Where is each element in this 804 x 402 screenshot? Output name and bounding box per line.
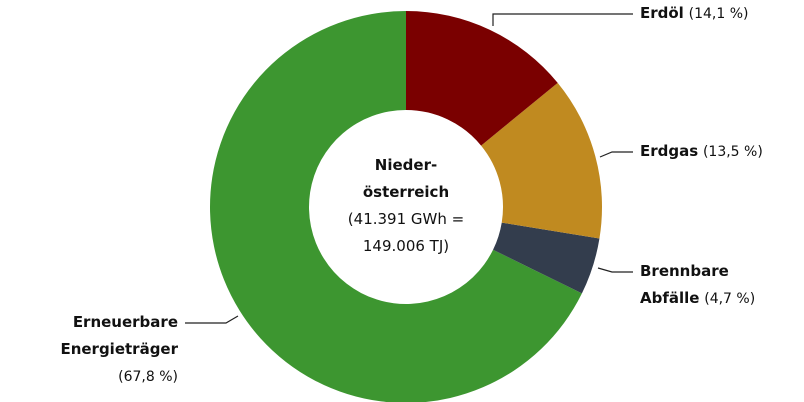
value-label: (14,1 %): [688, 6, 749, 22]
category-name: Brennbare Abfälle: [640, 262, 729, 307]
leader-line: [599, 151, 633, 158]
segment-label: Erdgas (13,5 %): [640, 138, 800, 166]
category-name: Erdgas: [640, 142, 699, 160]
donut-segment: [481, 82, 603, 239]
category-name: Erdöl: [640, 4, 684, 22]
center-title: Nieder-​österreich: [362, 156, 450, 201]
donut-segment: [406, 11, 558, 146]
value-label: (67,8 %): [118, 369, 178, 385]
segment-label: Erneuerbare Energieträger (67,8 %): [28, 309, 178, 391]
leader-line: [185, 315, 239, 324]
donut-segment: [210, 11, 582, 402]
value-label: (13,5 %): [702, 144, 763, 160]
center-label: Nieder-​österreich (41.391 GWh = 149.006…: [331, 152, 481, 260]
leader-line: [492, 13, 633, 26]
segment-label: Erdöl (14,1 %): [640, 0, 800, 28]
donut-segment: [493, 222, 600, 294]
center-subtitle: (41.391 GWh = 149.006 TJ): [347, 210, 465, 255]
leader-line: [597, 267, 633, 273]
category-name: Erneuerbare Energieträger: [60, 313, 178, 358]
segment-label: Brennbare Abfälle (4,7 %): [640, 258, 790, 313]
value-label: (4,7 %): [704, 291, 756, 307]
